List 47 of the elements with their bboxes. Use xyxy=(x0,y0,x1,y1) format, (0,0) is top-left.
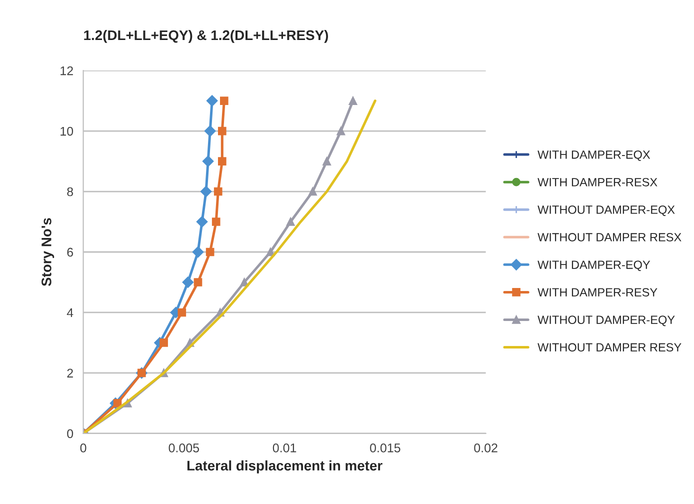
x-axis-title: Lateral displacement in meter xyxy=(187,460,382,474)
legend-label: WITHOUT DAMPER-EQY xyxy=(538,316,675,326)
point xyxy=(194,278,202,286)
legend-label: WITH DAMPER-EQX xyxy=(538,150,650,161)
point xyxy=(220,96,228,105)
point xyxy=(206,95,218,106)
x-tick-label: 0 xyxy=(80,443,86,452)
point xyxy=(200,186,212,198)
point xyxy=(202,156,214,167)
y-tick-label: 0 xyxy=(67,429,74,438)
point xyxy=(182,276,194,288)
point xyxy=(212,218,220,226)
point xyxy=(196,216,208,228)
y-axis-title: Story No's xyxy=(42,218,54,286)
y-tick-label: 12 xyxy=(60,66,73,76)
legend-label: WITHOUT DAMPER RESX xyxy=(538,233,682,242)
point xyxy=(218,126,226,136)
point xyxy=(192,246,204,258)
point xyxy=(113,399,122,408)
x-tick-label: 0.02 xyxy=(474,443,498,452)
point xyxy=(336,126,346,136)
legend-label: WITHOUT DAMPER-EQX xyxy=(538,206,675,216)
point xyxy=(218,157,226,166)
point xyxy=(160,338,168,347)
point xyxy=(308,187,317,196)
x-tick-label: 0.015 xyxy=(370,443,400,452)
legend-label: WITHOUT DAMPER RESY xyxy=(538,343,682,352)
y-tick-label: 2 xyxy=(67,368,73,378)
y-tick-label: 4 xyxy=(66,308,74,318)
chart-title: 1.2(DL+LL+EQY) & 1.2(DL+LL+RESY) xyxy=(84,30,328,43)
y-tick-label: 8 xyxy=(67,187,74,196)
legend-label: WITH DAMPER-EQY xyxy=(538,260,650,272)
point xyxy=(266,248,275,256)
point xyxy=(178,308,186,317)
legend-label: WITH DAMPER-RESY xyxy=(538,288,658,296)
point xyxy=(206,248,214,256)
point xyxy=(214,187,222,196)
point xyxy=(204,125,216,137)
point xyxy=(240,278,248,286)
y-tick-label: 6 xyxy=(67,248,74,257)
point xyxy=(286,218,295,226)
point xyxy=(348,96,358,105)
y-tick-label: 10 xyxy=(60,126,74,136)
legend-label: WITH DAMPER-RESX xyxy=(538,178,658,186)
x-tick-label: 0.005 xyxy=(168,443,200,452)
x-tick-label: 0.01 xyxy=(272,443,296,452)
point xyxy=(322,157,331,166)
